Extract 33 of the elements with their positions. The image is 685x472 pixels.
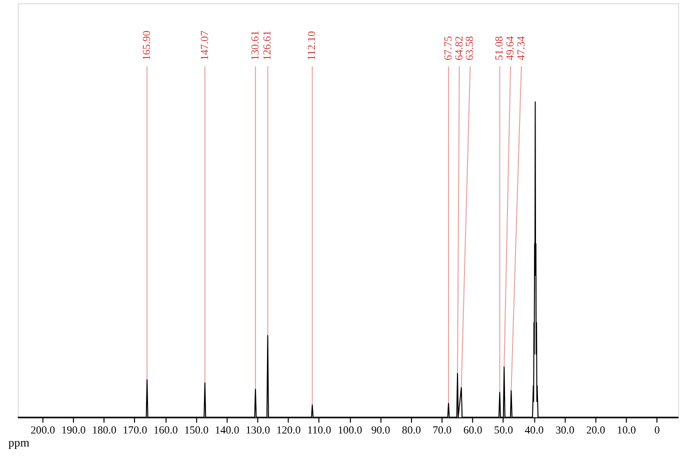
x-tick-label: 40.0 [524, 424, 544, 436]
annotation: 165.90 [141, 30, 154, 60]
x-tick-label: 100.0 [338, 424, 362, 436]
annotation: 112.10 [306, 31, 318, 60]
x-tick-label: 130.0 [246, 424, 270, 436]
annotation: 64.82 [453, 36, 466, 60]
annotation: 67.75 [442, 36, 454, 60]
x-axis-title: ppm [8, 435, 30, 450]
x-tick-label: 60.0 [463, 424, 482, 436]
x-tick-label: 200.0 [30, 424, 55, 436]
x-tick-label: 90.0 [371, 424, 390, 436]
x-tick-label: 140.0 [214, 424, 240, 436]
x-tick-label: 110.0 [307, 424, 332, 436]
x-tick-label: 50.0 [494, 424, 513, 436]
annotation: 126.61 [262, 30, 274, 60]
x-tick-label: 120.0 [276, 424, 301, 436]
x-tick-label: 80.0 [402, 424, 421, 436]
x-tick-label: 180.0 [92, 424, 116, 436]
annotation: 51.08 [494, 36, 506, 60]
x-tick-label: 190.0 [61, 424, 86, 436]
x-tick-label: 170.0 [122, 424, 148, 436]
x-tick-label: 70.0 [432, 424, 452, 436]
annotation: 130.61 [249, 30, 262, 60]
annotation: 47.34 [515, 35, 528, 60]
annotation: 49.64 [504, 35, 517, 60]
x-tick-label: 10.0 [616, 424, 636, 436]
annotation: 147.07 [198, 30, 211, 60]
x-tick-label: 20.0 [586, 424, 606, 436]
x-tick-label: 30.0 [555, 424, 574, 436]
annotation: 63.58 [464, 36, 476, 60]
x-tick-label: 150.0 [184, 424, 209, 436]
x-tick-label: 0 [654, 424, 660, 436]
x-tick-label: 160.0 [153, 424, 178, 436]
